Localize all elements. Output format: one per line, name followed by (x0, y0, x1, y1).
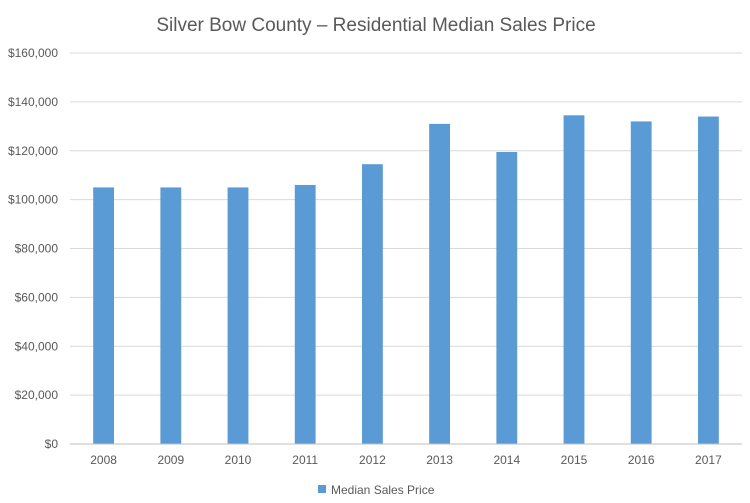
y-tick-label: $80,000 (15, 242, 59, 256)
chart-title: Silver Bow County – Residential Median S… (156, 15, 595, 36)
y-tick-label: $140,000 (8, 95, 58, 109)
x-axis-tick-labels: 2008 2009 2010 2011 2012 2013 2014 2015 2016 2017 (90, 453, 722, 467)
y-tick-label: $100,000 (8, 193, 58, 207)
x-tick-label: 2013 (426, 453, 453, 467)
x-tick-label: 2014 (493, 453, 520, 467)
bar-2012 (361, 164, 383, 445)
legend-label: Median Sales Price (331, 483, 435, 497)
legend: Median Sales Price (318, 483, 435, 497)
bar-2013 (429, 123, 451, 445)
bars (93, 115, 719, 445)
y-tick-label: $40,000 (15, 339, 59, 353)
bar-2011 (294, 184, 316, 444)
y-axis-tick-labels: $0 $20,000 $40,000 $60,000 $80,000 $100,000 $1… (8, 46, 58, 451)
bar-2008 (93, 187, 115, 444)
bar-2010 (227, 187, 249, 444)
y-tick-label: $0 (45, 437, 59, 451)
bar-2017 (697, 116, 719, 444)
x-tick-label: 2010 (225, 453, 252, 467)
y-tick-label: $160,000 (8, 46, 58, 60)
x-tick-label: 2015 (561, 453, 588, 467)
bar-2016 (630, 121, 652, 445)
bar-2015 (563, 115, 585, 445)
x-tick-label: 2011 (292, 453, 318, 467)
bar-2014 (496, 151, 518, 445)
x-tick-label: 2012 (359, 453, 386, 467)
gridlines (70, 52, 742, 396)
y-tick-label: $120,000 (8, 144, 58, 158)
x-tick-label: 2009 (157, 453, 184, 467)
y-tick-label: $60,000 (15, 290, 59, 304)
x-tick-label: 2008 (90, 453, 117, 467)
x-tick-label: 2017 (695, 453, 722, 467)
legend-swatch (318, 485, 326, 493)
bar-2009 (160, 187, 182, 444)
y-tick-label: $20,000 (15, 388, 59, 402)
x-tick-label: 2016 (628, 453, 655, 467)
